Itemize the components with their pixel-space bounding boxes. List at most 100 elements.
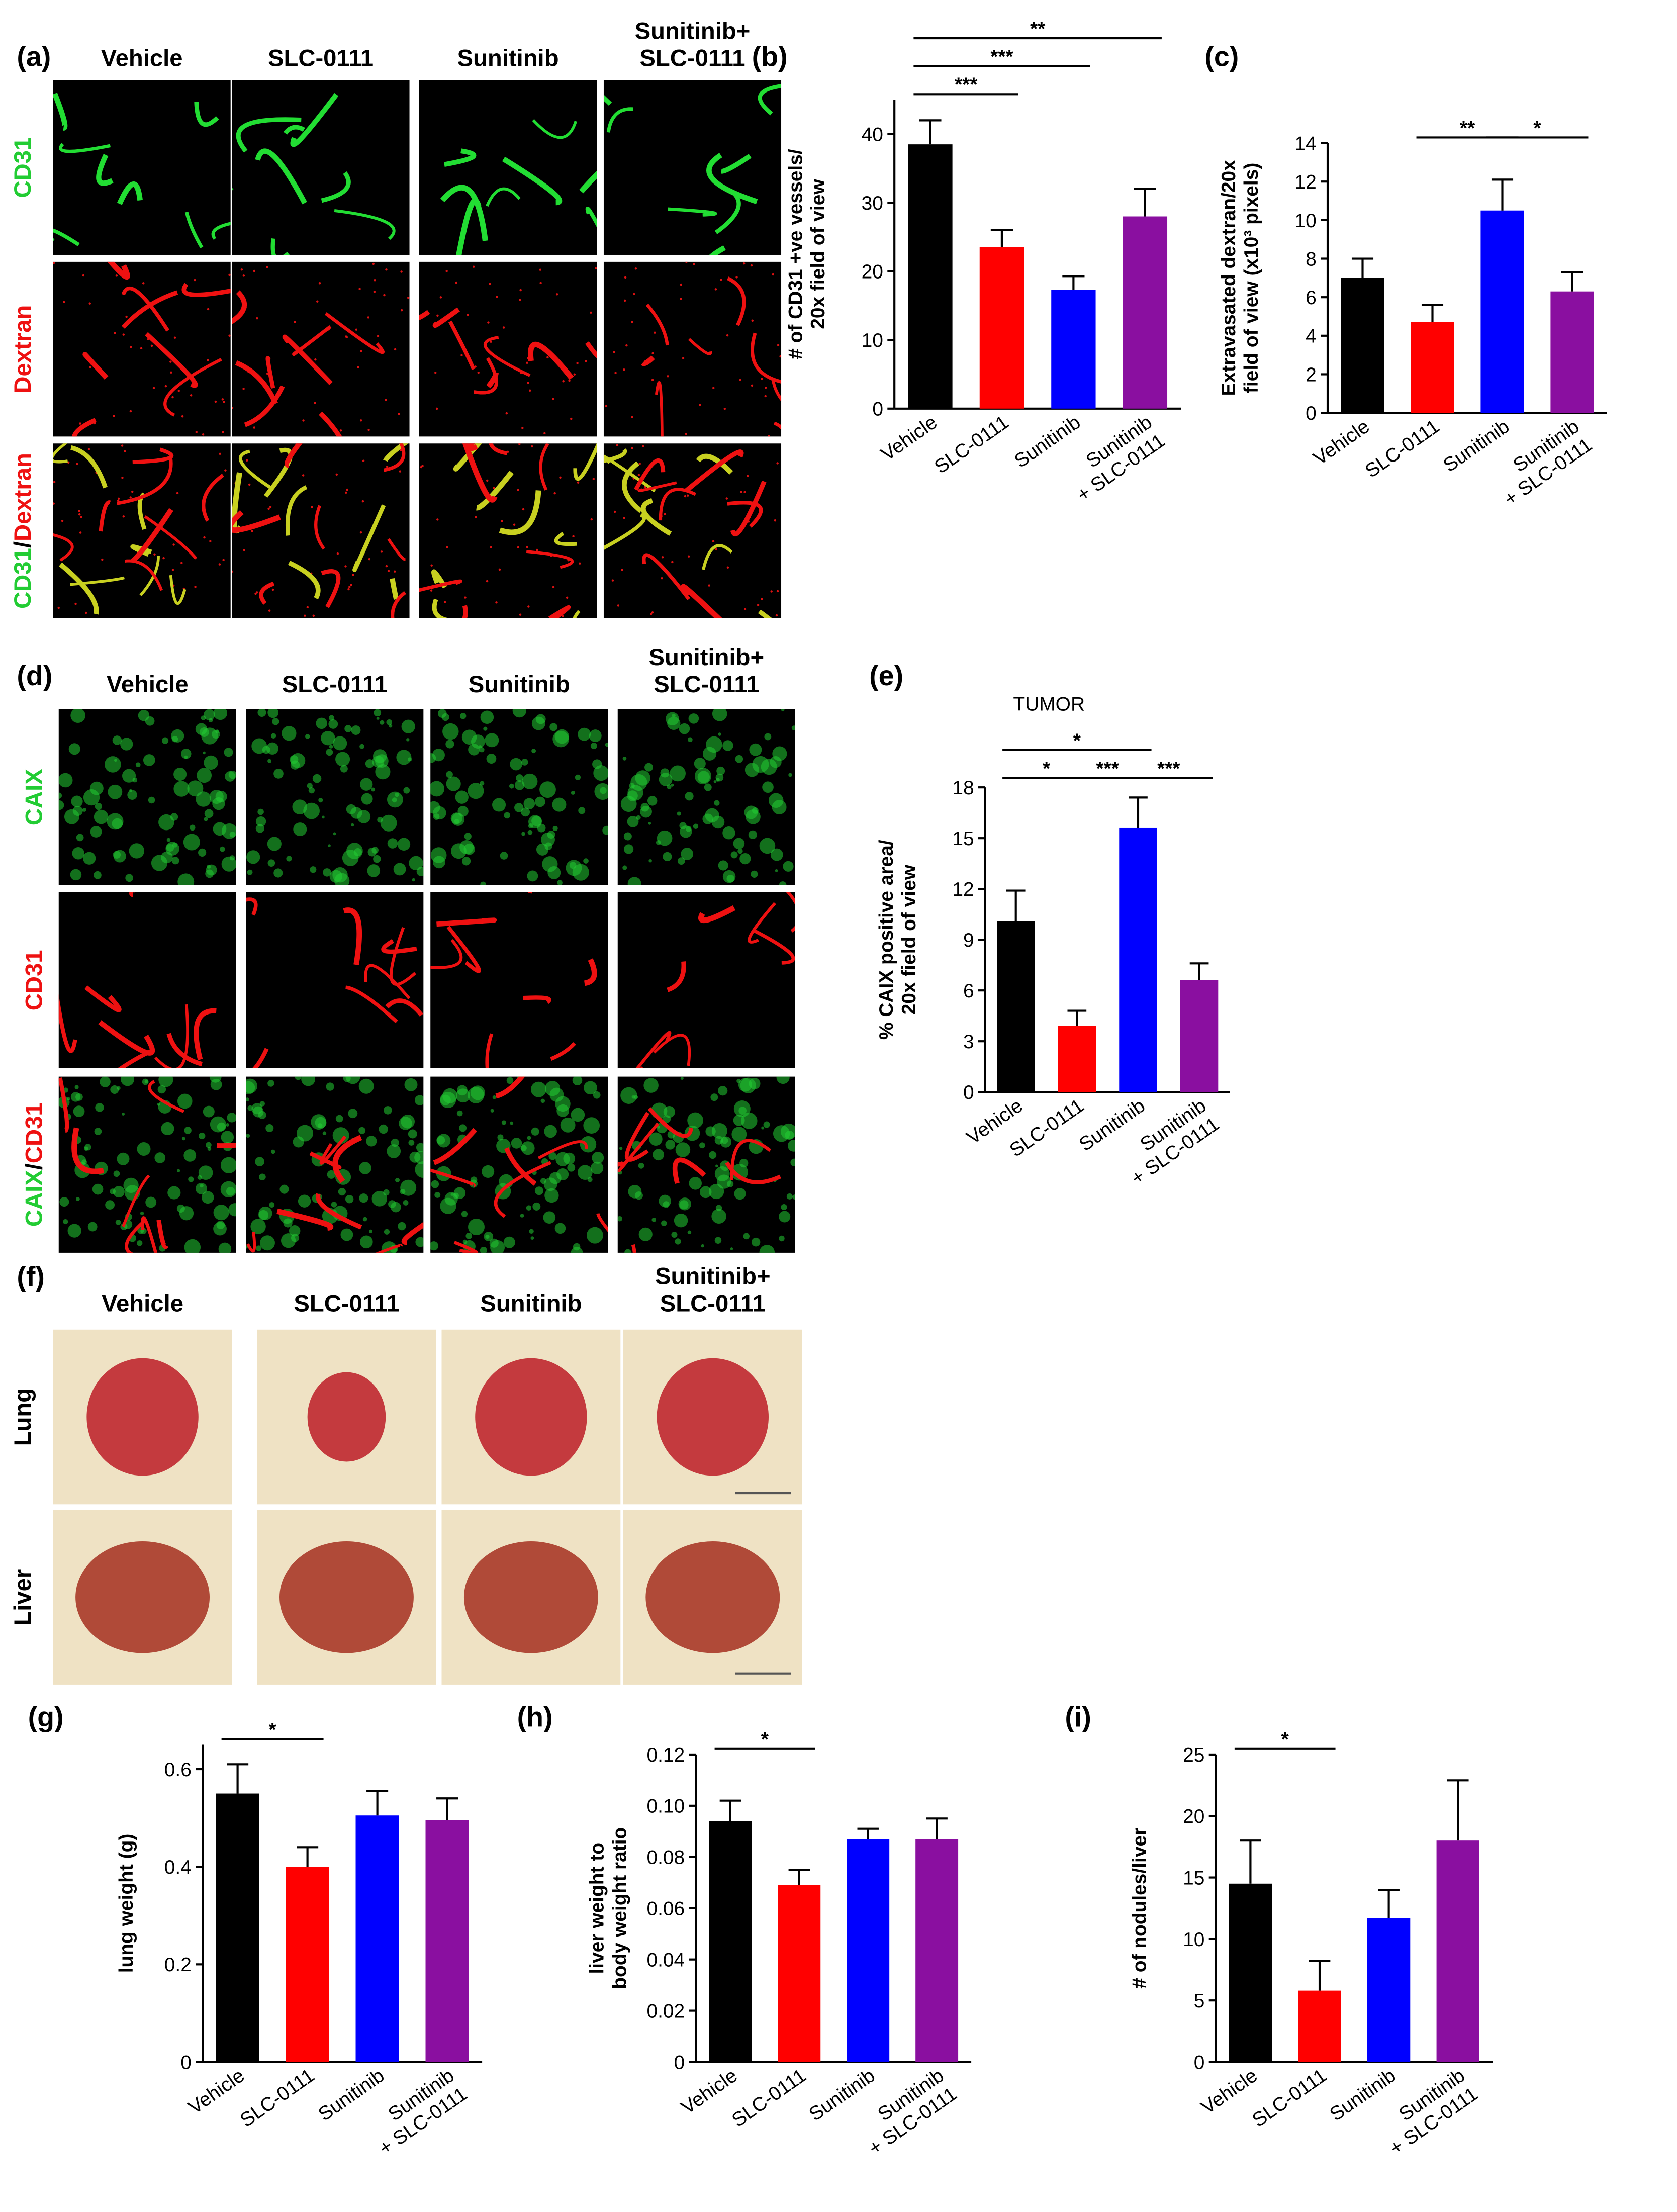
x-tick-label: Sunitinib [1439, 416, 1513, 477]
dot [590, 311, 592, 314]
speckle [374, 709, 382, 717]
dot [74, 602, 77, 605]
dot [559, 476, 562, 479]
speckle [368, 1229, 372, 1233]
speckle [117, 1086, 121, 1090]
speckle [328, 844, 331, 848]
speckle [516, 774, 524, 782]
speckle [412, 878, 415, 882]
speckle [461, 857, 471, 866]
speckle [715, 773, 724, 782]
speckle [712, 709, 727, 721]
error-bar [297, 1846, 319, 1867]
error-bar [1351, 257, 1374, 278]
vessel [727, 501, 763, 528]
speckle [522, 773, 538, 789]
speckle [675, 1238, 681, 1245]
bar [979, 247, 1024, 409]
dot [176, 492, 179, 495]
text-line: SLC-0111 [639, 45, 745, 72]
dot [553, 492, 556, 495]
speckle [572, 1076, 583, 1085]
dot [362, 459, 365, 462]
speckle [204, 755, 218, 770]
dot [242, 274, 245, 277]
dot [772, 273, 774, 276]
speckle [345, 1194, 354, 1204]
x-tick-label: SLC-0111 [728, 2065, 810, 2131]
vessel [144, 515, 198, 560]
y-axis-label: lung weight (g) [116, 1834, 137, 1973]
speckle [316, 717, 328, 729]
dot [350, 584, 352, 586]
panel-label: (d) [17, 660, 52, 691]
dot [359, 531, 362, 534]
speckle [456, 1110, 463, 1117]
dot [207, 359, 209, 361]
speckle [267, 709, 279, 718]
dot [770, 590, 773, 593]
speckle [188, 1176, 194, 1182]
vessel [430, 1168, 476, 1187]
speckle [580, 1136, 597, 1153]
dot [430, 589, 433, 592]
speckle [715, 1164, 718, 1168]
speckle [280, 1184, 289, 1194]
speckle [140, 1211, 144, 1216]
speckle [335, 1115, 343, 1123]
y-tick-label: 0.04 [646, 1950, 685, 1971]
vessel [688, 338, 712, 355]
dot [492, 487, 495, 489]
dot [522, 508, 525, 511]
speckle [270, 733, 276, 739]
speckle [540, 1098, 545, 1103]
dot [360, 350, 362, 352]
micrograph-texture [603, 84, 782, 255]
speckle [714, 800, 720, 806]
speckle [480, 710, 494, 724]
vessel [486, 373, 499, 389]
vessel [640, 498, 672, 536]
vessel [276, 1208, 334, 1231]
speckle [679, 822, 687, 829]
speckle [172, 842, 177, 848]
speckle [663, 1201, 670, 1208]
y-tick-label: 10 [1183, 1929, 1204, 1951]
dot [61, 519, 64, 522]
vessel [448, 320, 476, 370]
speckle [94, 871, 102, 879]
dot [380, 550, 383, 553]
speckle [329, 745, 333, 749]
dot [443, 601, 446, 603]
dot [477, 371, 480, 374]
speckle [333, 832, 336, 836]
vessel [98, 1020, 155, 1056]
speckle [663, 852, 672, 862]
speckle [528, 815, 542, 829]
row-label-part: CAIX [21, 1170, 47, 1227]
speckle [92, 1183, 104, 1195]
organ [463, 1541, 598, 1653]
speckle [201, 715, 206, 720]
dot [223, 400, 225, 403]
speckle [397, 838, 411, 851]
speckle [779, 1211, 791, 1223]
bar [778, 1885, 821, 2062]
y-tick-label: 0 [872, 399, 883, 420]
vessel [117, 457, 173, 505]
vessel [246, 897, 258, 916]
vessel [121, 287, 169, 332]
speckle [520, 1214, 524, 1218]
error-bar [1309, 1960, 1331, 1991]
column-header: Sunitinib [480, 1291, 582, 1317]
speckle [392, 797, 397, 803]
speckle [578, 727, 591, 741]
row-label: CD31 [10, 137, 36, 198]
speckle [158, 814, 174, 831]
speckle [246, 850, 260, 864]
column-header: SLC-0111 [294, 1291, 399, 1317]
speckle [345, 1076, 360, 1084]
dot [357, 366, 359, 368]
y-tick-label: 9 [963, 930, 974, 951]
speckle [247, 869, 253, 875]
